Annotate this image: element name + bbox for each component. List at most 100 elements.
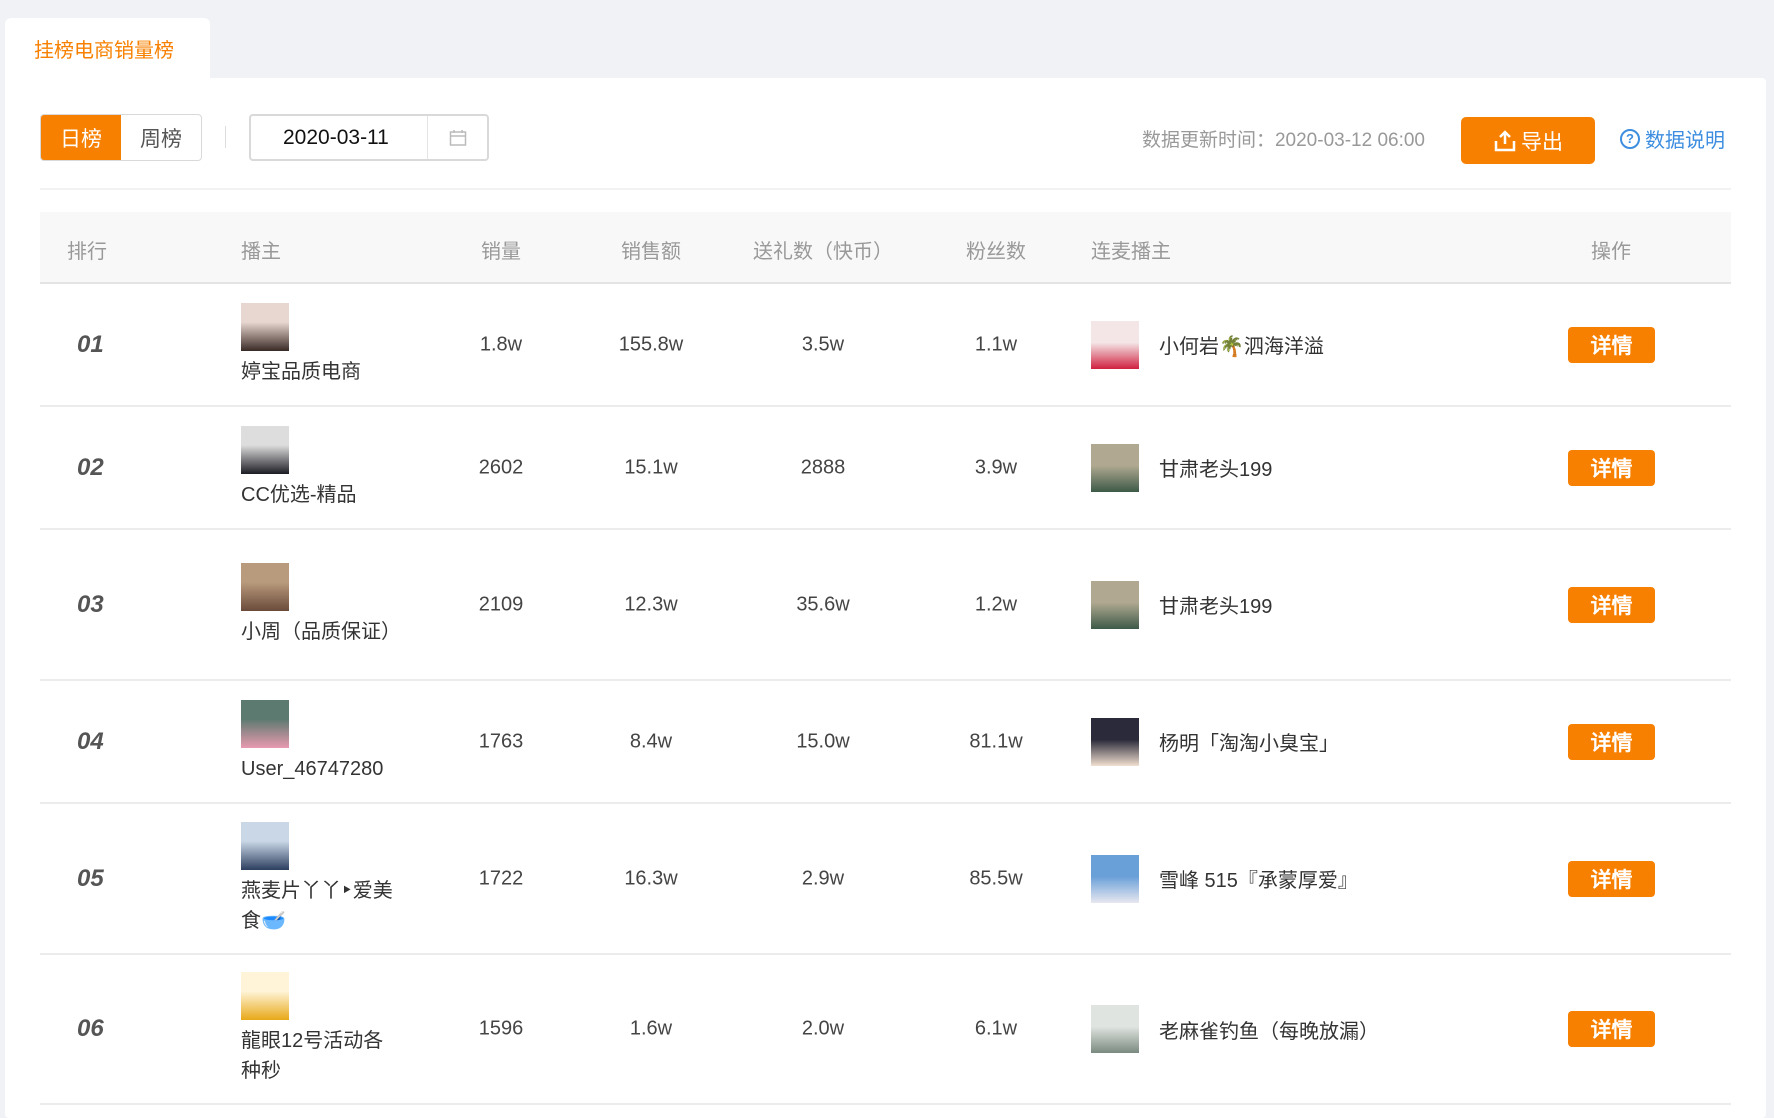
linked-host[interactable]: 甘肃老头199 xyxy=(1091,580,1273,629)
export-label: 导出 xyxy=(1521,130,1563,154)
export-button[interactable]: 导出 xyxy=(1461,117,1595,164)
gifts: 3.5w xyxy=(801,333,845,355)
divider xyxy=(225,126,226,148)
header-revenue: 销售额 xyxy=(621,241,681,263)
table-header: 排行 播主 销量 销售额 送礼数（快币） 粉丝数 连麦播主 操作 xyxy=(40,212,1731,284)
gifts: 2.9w xyxy=(801,867,845,889)
linked-host-name: 杨明「淘淘小臭宝」 xyxy=(1159,733,1339,755)
table-row: 01 婷宝品质电商 1.8w 155.8w 3.5w 1.1w 小何岩🌴泗海洋溢 详情 xyxy=(40,284,1731,407)
linked-host-avatar xyxy=(1091,443,1139,492)
data-help-link[interactable]: ? 数据说明 xyxy=(1620,124,1725,153)
gifts: 2.0w xyxy=(801,1017,845,1040)
table-row: 05 燕麦片丫丫‣爱美食🥣 1722 16.3w 2.9w 85.5w 雪峰 515『承蒙厚… xyxy=(40,804,1731,955)
revenue: 12.3w xyxy=(624,593,678,615)
host-avatar[interactable] xyxy=(241,821,289,870)
fans: 3.9w xyxy=(974,456,1018,478)
host-cell: 燕麦片丫丫‣爱美食🥣 xyxy=(241,821,401,936)
detail-button[interactable]: 详情 xyxy=(1568,723,1655,760)
header-sales: 销量 xyxy=(481,241,521,263)
date-picker[interactable]: 2020-03-11 xyxy=(249,114,489,161)
host-name[interactable]: 婷宝品质电商 xyxy=(241,360,361,383)
revenue: 15.1w xyxy=(624,456,678,478)
revenue: 8.4w xyxy=(629,730,673,752)
host-cell: 小周（品质保证） xyxy=(241,562,401,647)
tab-label: 挂榜电商销量榜 xyxy=(34,40,174,62)
host-name[interactable]: User_46747280 xyxy=(241,757,384,780)
host-avatar[interactable] xyxy=(241,699,289,748)
scrollbar-track[interactable] xyxy=(1766,78,1774,1111)
revenue: 1.6w xyxy=(629,1017,673,1040)
linked-host-name: 小何岩🌴泗海洋溢 xyxy=(1159,336,1324,358)
linked-host-name: 老麻雀钓鱼（每晚放漏） xyxy=(1159,1020,1379,1043)
linked-host-name: 雪峰 515『承蒙厚爱』 xyxy=(1159,870,1358,892)
help-icon: ? xyxy=(1620,128,1640,149)
linked-host[interactable]: 雪峰 515『承蒙厚爱』 xyxy=(1091,854,1358,903)
rank: 05 xyxy=(77,864,104,892)
revenue: 155.8w xyxy=(618,333,684,355)
rank: 06 xyxy=(77,1015,104,1042)
table-row: 06 龍眼12号活动各种秒 1596 1.6w 2.0w 6.1w 老麻雀钓鱼（每晚放漏） 详… xyxy=(40,955,1731,1105)
linked-host-avatar xyxy=(1091,854,1139,903)
rank: 04 xyxy=(77,727,104,755)
detail-button[interactable]: 详情 xyxy=(1568,326,1655,363)
header-action: 操作 xyxy=(1591,241,1631,263)
host-avatar[interactable] xyxy=(241,562,289,611)
rank: 02 xyxy=(77,453,104,481)
linked-host-avatar xyxy=(1091,717,1139,766)
sales: 1596 xyxy=(478,1017,524,1040)
update-time: 数据更新时间：2020-03-12 06:00 xyxy=(1141,130,1425,151)
weekly-button[interactable]: 周榜 xyxy=(140,127,182,151)
host-name[interactable]: 燕麦片丫丫‣爱美食🥣 xyxy=(241,879,393,932)
header-linked-host: 连麦播主 xyxy=(1091,241,1171,263)
sales: 2109 xyxy=(478,593,524,615)
detail-button[interactable]: 详情 xyxy=(1568,449,1655,486)
host-cell: 婷宝品质电商 xyxy=(241,302,401,387)
host-avatar[interactable] xyxy=(241,425,289,474)
fans: 1.1w xyxy=(974,333,1018,355)
detail-button[interactable]: 详情 xyxy=(1568,586,1655,623)
rank: 01 xyxy=(77,330,104,358)
fans: 1.2w xyxy=(974,593,1018,615)
header-rank: 排行 xyxy=(67,241,107,263)
header-host: 播主 xyxy=(241,241,281,263)
linked-host-avatar xyxy=(1091,1005,1139,1053)
linked-host-name: 甘肃老头199 xyxy=(1159,459,1273,481)
linked-host[interactable]: 小何岩🌴泗海洋溢 xyxy=(1091,320,1324,369)
host-cell: 龍眼12号活动各种秒 xyxy=(241,972,401,1086)
host-avatar[interactable] xyxy=(241,302,289,351)
sales: 1763 xyxy=(478,730,524,752)
gifts: 2888 xyxy=(800,456,846,478)
table-row: 02 CC优选-精品 2602 15.1w 2888 3.9w 甘肃老头199 详情 xyxy=(40,407,1731,530)
upload-icon xyxy=(1494,129,1516,151)
daily-button[interactable]: 日榜 xyxy=(41,115,121,160)
linked-host-avatar xyxy=(1091,580,1139,629)
detail-button[interactable]: 详情 xyxy=(1568,860,1655,897)
linked-host-name: 甘肃老头199 xyxy=(1159,596,1273,618)
table-row: 04 User_46747280 1763 8.4w 15.0w 81.1w 杨明「淘淘小臭… xyxy=(40,681,1731,804)
sales: 1722 xyxy=(478,867,524,889)
host-cell: CC优选-精品 xyxy=(241,425,401,510)
period-toggle: 日榜 周榜 xyxy=(40,114,202,161)
sales: 1.8w xyxy=(479,333,523,355)
host-name[interactable]: 小周（品质保证） xyxy=(241,620,401,643)
date-value: 2020-03-11 xyxy=(283,125,389,149)
rank: 03 xyxy=(77,590,104,618)
calendar-icon[interactable] xyxy=(427,116,487,159)
table-row: 03 小周（品质保证） 2109 12.3w 35.6w 1.2w 甘肃老头199 详情 xyxy=(40,530,1731,681)
revenue: 16.3w xyxy=(624,867,678,889)
gifts: 35.6w xyxy=(796,593,850,615)
host-cell: User_46747280 xyxy=(241,699,401,784)
host-name[interactable]: CC优选-精品 xyxy=(241,483,357,506)
linked-host[interactable]: 甘肃老头199 xyxy=(1091,443,1273,492)
fans: 81.1w xyxy=(969,730,1023,752)
detail-button[interactable]: 详情 xyxy=(1568,1011,1655,1047)
host-avatar[interactable] xyxy=(241,972,289,1020)
header-fans: 粉丝数 xyxy=(966,241,1026,263)
linked-host[interactable]: 老麻雀钓鱼（每晚放漏） xyxy=(1091,1005,1379,1053)
separator xyxy=(40,188,1731,190)
host-name[interactable]: 龍眼12号活动各种秒 xyxy=(241,1030,384,1082)
linked-host[interactable]: 杨明「淘淘小臭宝」 xyxy=(1091,717,1339,766)
fans: 6.1w xyxy=(974,1017,1018,1040)
header-gifts: 送礼数（快币） xyxy=(753,241,893,263)
tab-sales-ranking[interactable]: 挂榜电商销量榜 xyxy=(5,18,210,80)
